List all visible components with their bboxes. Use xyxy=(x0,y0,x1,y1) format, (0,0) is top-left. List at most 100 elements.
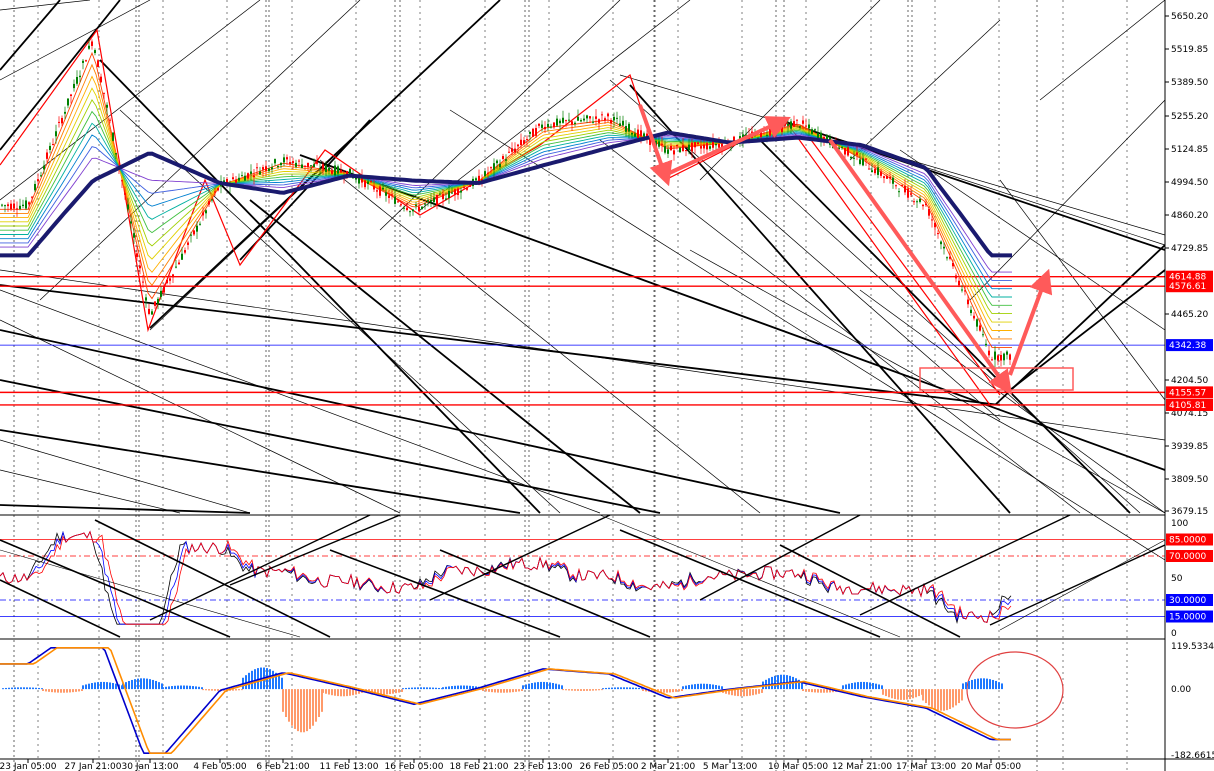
macd-bar xyxy=(469,685,471,690)
candle-body xyxy=(145,297,147,301)
macd-bar xyxy=(931,689,933,708)
candle-body xyxy=(943,246,945,249)
candle-body xyxy=(19,205,21,209)
level-tag-label: 4105.81 xyxy=(1169,401,1206,411)
candle-body xyxy=(976,319,978,327)
rsi-tick-label: 100 xyxy=(1171,519,1188,529)
candle-body xyxy=(211,199,213,201)
candle-body xyxy=(877,167,879,175)
candle-body xyxy=(349,168,351,176)
macd-bar xyxy=(854,682,856,690)
macd-bar xyxy=(971,679,973,690)
macd-bar xyxy=(411,687,413,690)
candle-body xyxy=(532,128,534,137)
candle-body xyxy=(16,208,18,210)
macd-bar xyxy=(122,683,124,690)
macd-bar xyxy=(811,689,813,693)
candle-body xyxy=(484,171,486,177)
macd-bar xyxy=(355,689,357,695)
macd-bar xyxy=(897,689,899,700)
candle-body xyxy=(355,177,357,180)
candle-body xyxy=(142,281,144,283)
candle-body xyxy=(892,177,894,184)
macd-bar xyxy=(103,681,105,690)
candle-body xyxy=(937,233,939,235)
candle-body xyxy=(454,189,456,195)
macd-bar xyxy=(851,683,853,690)
macd-bar xyxy=(589,689,591,691)
macd-bar xyxy=(740,689,742,697)
macd-bar xyxy=(183,685,185,690)
candle-body xyxy=(745,134,747,136)
candle-body xyxy=(616,117,618,119)
thick-trendline xyxy=(0,0,121,151)
macd-circle xyxy=(966,651,1064,729)
rsi-thin-line xyxy=(0,549,301,638)
macd-bar xyxy=(417,687,419,690)
macd-bar xyxy=(318,689,320,717)
candle-body xyxy=(505,159,507,161)
macd-bar xyxy=(398,689,400,693)
candle-body xyxy=(781,124,783,133)
macd-bar xyxy=(986,678,988,690)
thick-trendline xyxy=(0,0,61,71)
y-tick-label: 5650.20 xyxy=(1171,12,1208,22)
macd-bar xyxy=(454,685,456,690)
macd-bar xyxy=(81,689,83,692)
level-tag xyxy=(1166,280,1213,293)
rsi-thin-line xyxy=(599,514,901,638)
candle-body xyxy=(322,164,324,169)
macd-bar xyxy=(546,682,548,690)
macd-bar xyxy=(869,682,871,690)
macd-bar xyxy=(721,686,723,690)
macd-bar xyxy=(848,683,850,690)
y-tick-label: 5519.85 xyxy=(1171,45,1208,55)
candle-body xyxy=(946,257,948,259)
macd-bar xyxy=(946,689,948,711)
macd-bar xyxy=(623,687,625,690)
candle-body xyxy=(22,204,24,207)
macd-bar xyxy=(125,682,127,690)
candle-body xyxy=(424,203,426,205)
candle-body xyxy=(136,253,138,257)
candle-body xyxy=(571,121,573,125)
macd-bar xyxy=(555,683,557,690)
candle-body xyxy=(643,133,645,137)
candle-body xyxy=(196,225,198,232)
macd-bar xyxy=(909,689,911,700)
x-tick-label: 23 Jan 05:00 xyxy=(0,762,57,771)
candle-body xyxy=(58,121,60,123)
macd-bar xyxy=(881,685,883,690)
macd-bar xyxy=(38,687,40,690)
macd-bar xyxy=(715,685,717,690)
macd-bar xyxy=(115,683,117,690)
y-tick-label: 3679.15 xyxy=(1171,507,1208,517)
candle-body xyxy=(697,142,699,144)
candle-body xyxy=(772,129,774,133)
candle-body xyxy=(862,158,864,166)
candle-body xyxy=(241,175,243,177)
rsi-trendline xyxy=(439,549,651,638)
candle-body xyxy=(544,126,546,130)
macd-bar xyxy=(617,687,619,690)
rsi-trendline xyxy=(229,514,401,586)
macd-bar xyxy=(235,689,237,691)
candle-body xyxy=(430,199,432,202)
x-tick-label: 4 Feb 05:00 xyxy=(193,762,247,771)
candle-body xyxy=(994,351,996,360)
macd-bar xyxy=(638,687,640,690)
candle-body xyxy=(553,122,555,128)
macd-bar xyxy=(491,689,493,693)
candle-body xyxy=(679,147,681,153)
macd-bar xyxy=(826,689,828,693)
candle-body xyxy=(301,164,303,169)
macd-bar xyxy=(497,689,499,693)
macd-bar xyxy=(278,675,280,690)
candle-body xyxy=(109,119,111,121)
target-box xyxy=(919,367,1074,391)
candle-body xyxy=(334,165,336,176)
candle-body xyxy=(691,142,693,152)
rsi-trendline xyxy=(429,514,611,601)
candle-body xyxy=(304,165,306,167)
thin-trendline xyxy=(1039,0,1166,101)
